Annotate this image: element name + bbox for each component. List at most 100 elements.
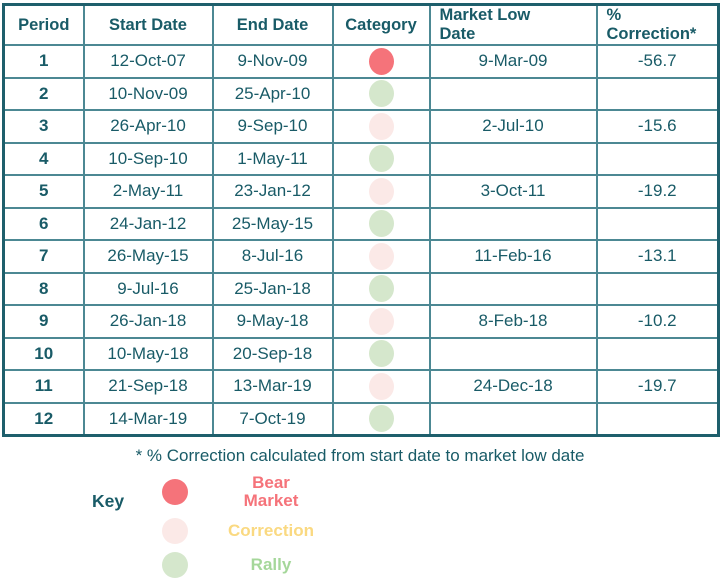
key-label-line: Bear	[252, 473, 290, 492]
period-cell: 2	[2, 76, 85, 111]
start-date-cell: 10-May-18	[82, 336, 214, 371]
market-low-date-cell: 9-Mar-09	[428, 44, 598, 79]
period-cell: 6	[2, 206, 85, 241]
start-date-cell: 2-May-11	[82, 174, 214, 209]
category-cell	[331, 239, 431, 274]
pct-correction-cell: -56.7	[595, 44, 720, 79]
key-item-correction: Correction	[162, 518, 346, 544]
table-row: 3 26-Apr-10 9-Sep-10 2-Jul-10 -15.6	[2, 109, 720, 144]
pct-correction-cell: -13.1	[595, 239, 720, 274]
category-dot-correction	[368, 242, 394, 270]
table-row: 12 14-Mar-19 7-Oct-19	[2, 401, 720, 436]
col-header-pct-correction: % Correction*	[595, 3, 720, 46]
market-low-date-cell	[428, 141, 598, 176]
key-label-rally: Rally	[196, 556, 346, 574]
category-dot-rally	[368, 145, 394, 173]
key-label-line: Rally	[250, 555, 292, 574]
category-dot-correction	[368, 177, 394, 205]
table-row: 2 10-Nov-09 25-Apr-10	[2, 76, 720, 111]
end-date-cell: 25-Apr-10	[211, 76, 334, 111]
market-low-date-cell	[428, 336, 598, 371]
pct-correction-cell	[595, 206, 720, 241]
period-cell: 11	[2, 369, 85, 404]
table-row: 11 21-Sep-18 13-Mar-19 24-Dec-18 -19.7	[2, 369, 720, 404]
table-row: 8 9-Jul-16 25-Jan-18	[2, 271, 720, 306]
pct-correction-cell	[595, 141, 720, 176]
period-cell: 4	[2, 141, 85, 176]
footnote: * % Correction calculated from start dat…	[135, 446, 585, 465]
key-label-line: Market	[243, 491, 299, 510]
period-cell: 5	[2, 174, 85, 209]
start-date-cell: 24-Jan-12	[82, 206, 214, 241]
category-cell	[331, 76, 431, 111]
category-dot-correction	[368, 307, 394, 335]
period-cell: 9	[2, 304, 85, 339]
pct-correction-cell: -10.2	[595, 304, 720, 339]
key-dot-bear-market	[162, 479, 188, 505]
key-label-line: Correction	[228, 521, 314, 540]
category-cell	[331, 174, 431, 209]
category-dot-rally	[368, 210, 394, 238]
table-row: 10 10-May-18 20-Sep-18	[2, 336, 720, 371]
market-low-date-cell: 3-Oct-11	[428, 174, 598, 209]
category-cell	[331, 304, 431, 339]
start-date-cell: 10-Nov-09	[82, 76, 214, 111]
end-date-cell: 25-Jan-18	[211, 271, 334, 306]
key-label-correction: Correction	[196, 522, 346, 540]
market-low-date-cell: 24-Dec-18	[428, 369, 598, 404]
start-date-cell: 12-Oct-07	[82, 44, 214, 79]
start-date-cell: 26-Jan-18	[82, 304, 214, 339]
category-dot-rally	[368, 80, 394, 108]
end-date-cell: 1-May-11	[211, 141, 334, 176]
start-date-cell: 26-Apr-10	[82, 109, 214, 144]
key-item-bear-market: Bear Market	[162, 474, 346, 510]
col-header-category: Category	[331, 3, 431, 46]
pct-correction-cell	[595, 271, 720, 306]
table-row: 9 26-Jan-18 9-May-18 8-Feb-18 -10.2	[2, 304, 720, 339]
col-header-period: Period	[2, 3, 85, 46]
start-date-cell: 9-Jul-16	[82, 271, 214, 306]
key-dot-correction	[162, 518, 188, 544]
market-low-date-cell: 8-Feb-18	[428, 304, 598, 339]
category-cell	[331, 271, 431, 306]
start-date-cell: 10-Sep-10	[82, 141, 214, 176]
pct-correction-cell	[595, 401, 720, 436]
col-header-start-date: Start Date	[82, 3, 214, 46]
table-row: 6 24-Jan-12 25-May-15	[2, 206, 720, 241]
start-date-cell: 26-May-15	[82, 239, 214, 274]
end-date-cell: 23-Jan-12	[211, 174, 334, 209]
col-header-market-low-date: Market Low Date	[428, 3, 598, 46]
end-date-cell: 9-Nov-09	[211, 44, 334, 79]
table-row: 5 2-May-11 23-Jan-12 3-Oct-11 -19.2	[2, 174, 720, 209]
pct-correction-cell: -15.6	[595, 109, 720, 144]
market-low-date-cell	[428, 401, 598, 436]
period-cell: 3	[2, 109, 85, 144]
category-dot-bear-market	[368, 47, 394, 75]
market-low-date-cell: 11-Feb-16	[428, 239, 598, 274]
pct-correction-cell	[595, 76, 720, 111]
market-low-date-cell: 2-Jul-10	[428, 109, 598, 144]
pct-correction-cell: -19.2	[595, 174, 720, 209]
category-dot-rally	[368, 340, 394, 368]
category-cell	[331, 336, 431, 371]
category-cell	[331, 141, 431, 176]
period-cell: 8	[2, 271, 85, 306]
key-title: Key	[92, 491, 125, 511]
period-cell: 10	[2, 336, 85, 371]
period-cell: 7	[2, 239, 85, 274]
category-dot-correction	[368, 372, 394, 400]
pct-correction-cell	[595, 336, 720, 371]
end-date-cell: 7-Oct-19	[211, 401, 334, 436]
table-row: 7 26-May-15 8-Jul-16 11-Feb-16 -13.1	[2, 239, 720, 274]
table-row: 1 12-Oct-07 9-Nov-09 9-Mar-09 -56.7	[2, 44, 720, 79]
period-cell: 1	[2, 44, 85, 79]
category-dot-rally	[368, 405, 394, 432]
end-date-cell: 20-Sep-18	[211, 336, 334, 371]
market-periods-table: Period Start Date End Date Category Mark…	[2, 3, 720, 437]
market-low-date-cell	[428, 206, 598, 241]
start-date-cell: 21-Sep-18	[82, 369, 214, 404]
market-low-date-cell	[428, 76, 598, 111]
end-date-cell: 13-Mar-19	[211, 369, 334, 404]
end-date-cell: 8-Jul-16	[211, 239, 334, 274]
category-cell	[331, 44, 431, 79]
